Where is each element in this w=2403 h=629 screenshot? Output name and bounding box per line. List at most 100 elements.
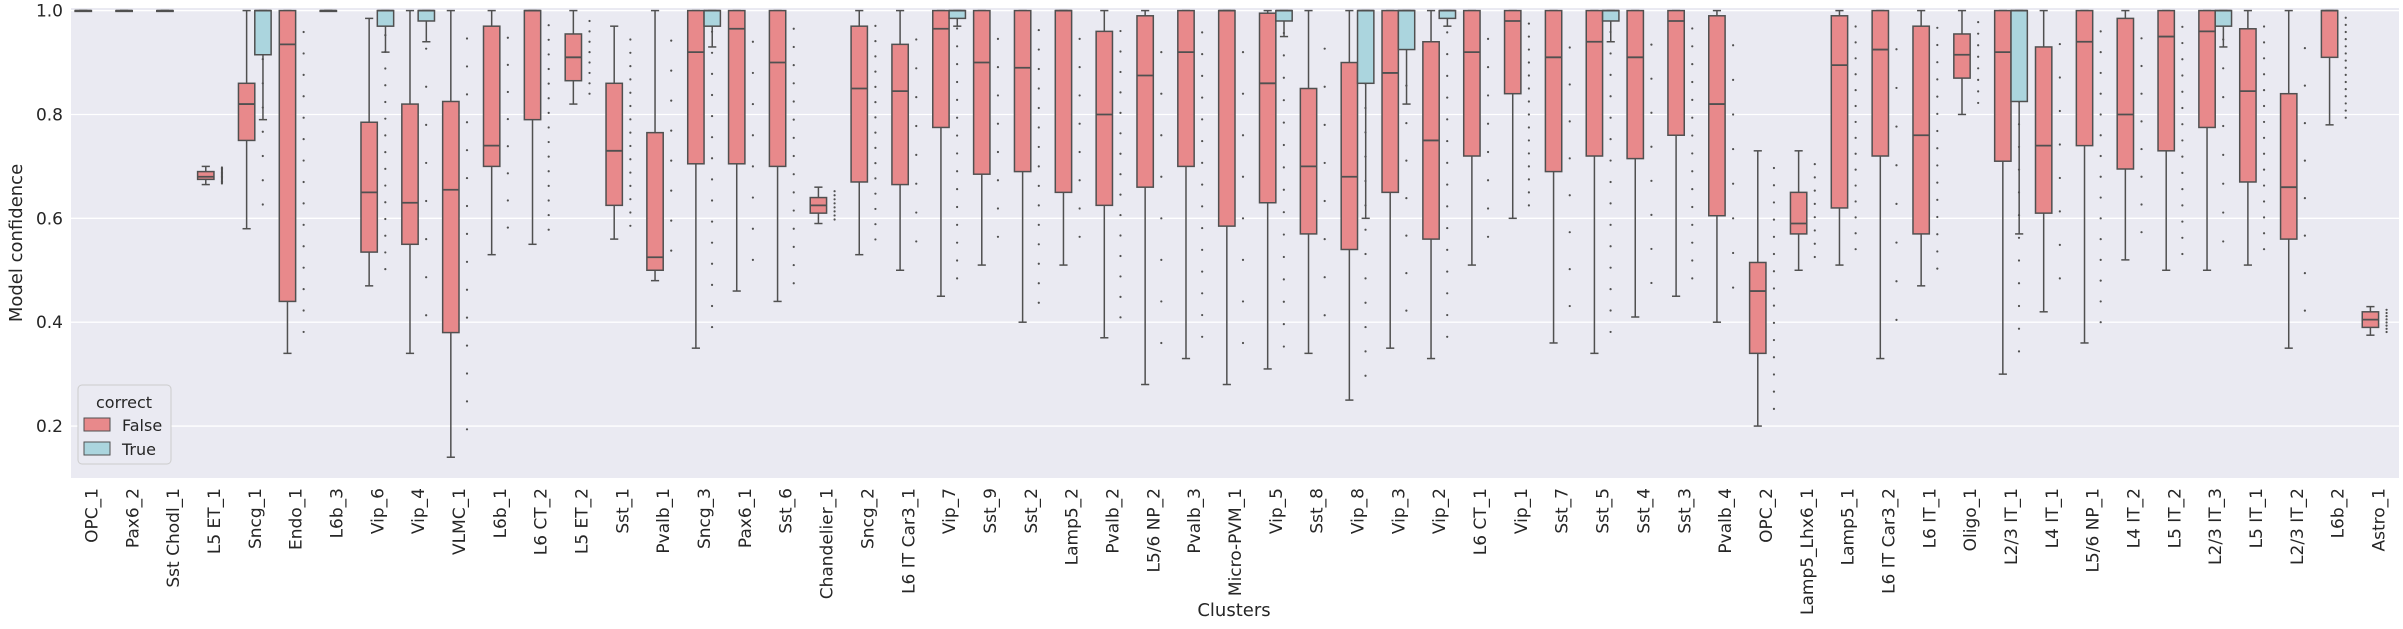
- outlier-point: [1446, 292, 1449, 295]
- outlier-point: [1527, 152, 1530, 155]
- outlier-point: [874, 192, 877, 195]
- outlier-point: [996, 235, 1000, 238]
- outlier-point: [2262, 120, 2266, 124]
- outlier-point: [506, 199, 509, 202]
- outlier-point: [2344, 45, 2347, 48]
- x-tick-label: Lamp5_1: [1839, 488, 1859, 565]
- outlier-point: [1609, 180, 1612, 184]
- outlier-point: [1282, 323, 1285, 326]
- x-tick-label: Sst Chodl_1: [164, 488, 184, 588]
- box-iqr: [2157, 9, 2176, 152]
- outlier-point: [1160, 300, 1163, 303]
- outlier-point: [1772, 356, 1776, 359]
- box-false: [1626, 9, 1645, 318]
- outlier-point: [302, 180, 305, 184]
- outlier-point: [384, 100, 387, 104]
- outlier-point: [1241, 92, 1245, 95]
- outlier-point: [2140, 175, 2143, 178]
- box-false: [1667, 9, 1686, 297]
- x-tick-label: Pvalb_1: [654, 488, 674, 554]
- outlier-point: [1691, 27, 1694, 30]
- outlier-point: [465, 372, 469, 375]
- outlier-point: [1037, 282, 1040, 285]
- outlier-point: [588, 51, 591, 54]
- outlier-point: [1732, 182, 1735, 185]
- outlier-point: [1772, 321, 1776, 324]
- outlier-point: [874, 40, 877, 43]
- box-false: [2320, 9, 2339, 126]
- outlier-point: [588, 40, 591, 43]
- outlier-point: [874, 131, 877, 134]
- outlier-point: [629, 65, 632, 68]
- box-true: [703, 9, 722, 48]
- box-iqr: [1356, 9, 1375, 85]
- outlier-point: [792, 45, 795, 49]
- outlier-point: [2344, 109, 2347, 112]
- box-iqr: [1136, 15, 1155, 188]
- x-tick-label: Lamp5_2: [1063, 488, 1083, 565]
- outlier-point: [588, 61, 591, 64]
- y-tick-label: 0.2: [36, 417, 63, 437]
- outlier-point: [1037, 301, 1040, 304]
- box-iqr: [2238, 28, 2257, 183]
- outlier-point: [1282, 143, 1285, 147]
- outlier-point: [2181, 58, 2184, 61]
- outlier-point: [1936, 147, 1939, 150]
- outlier-point: [302, 245, 305, 248]
- outlier-point: [2099, 258, 2102, 261]
- box-iqr: [972, 9, 991, 175]
- outlier-point: [2099, 51, 2102, 54]
- outlier-point: [874, 85, 877, 88]
- box-false: [850, 9, 869, 256]
- box-true: [1356, 9, 1375, 220]
- outlier-point: [1854, 216, 1857, 219]
- outlier-point: [384, 268, 387, 271]
- box-false: [768, 9, 787, 303]
- box-true: [1438, 9, 1457, 27]
- outlier-point: [1078, 150, 1081, 154]
- outlier-point: [1609, 330, 1612, 334]
- x-tick-label: L5/6 NP_2: [1144, 488, 1164, 573]
- outlier-point: [1078, 235, 1081, 238]
- outlier-point: [384, 184, 387, 187]
- outlier-point: [629, 91, 632, 94]
- outlier-point: [1568, 157, 1571, 160]
- outlier-point: [751, 196, 754, 199]
- x-tick-label: Pvalb_2: [1103, 488, 1123, 554]
- outlier-point: [710, 241, 714, 244]
- box-false: [278, 9, 297, 355]
- box-false: [2075, 9, 2094, 344]
- outlier-point: [384, 67, 387, 70]
- outlier-point: [1609, 95, 1612, 98]
- outlier-point: [1772, 390, 1776, 393]
- outlier-point: [2385, 324, 2388, 327]
- outlier-point: [1854, 57, 1857, 60]
- outlier-point: [2262, 136, 2266, 139]
- outlier-point: [1241, 175, 1245, 178]
- outlier-point: [1650, 213, 1653, 216]
- outlier-point: [1568, 231, 1571, 234]
- outlier-point: [710, 114, 714, 118]
- outlier-point: [1037, 126, 1040, 129]
- outlier-point: [2181, 106, 2184, 110]
- box-false: [2157, 9, 2176, 272]
- outlier-point: [1201, 313, 1204, 317]
- box-true: [1275, 9, 1293, 38]
- box-iqr: [646, 131, 664, 272]
- outlier-point: [1813, 216, 1816, 219]
- outlier-point: [1691, 223, 1694, 226]
- outlier-point: [833, 206, 836, 209]
- x-tick-label: Vip_4: [409, 488, 429, 534]
- outlier-point: [384, 134, 387, 137]
- outlier-point: [2058, 76, 2061, 79]
- outlier-point: [792, 27, 795, 30]
- outlier-point: [792, 263, 795, 267]
- boxes: [74, 9, 2380, 458]
- outlier-point: [1037, 165, 1040, 168]
- outlier-point: [261, 203, 264, 206]
- x-tick-label: Sst_4: [1634, 488, 1654, 534]
- box-true: [2214, 9, 2233, 48]
- outlier-point: [2181, 139, 2184, 142]
- outlier-point: [2344, 38, 2347, 41]
- x-tick-label: Vip_5: [1267, 488, 1287, 534]
